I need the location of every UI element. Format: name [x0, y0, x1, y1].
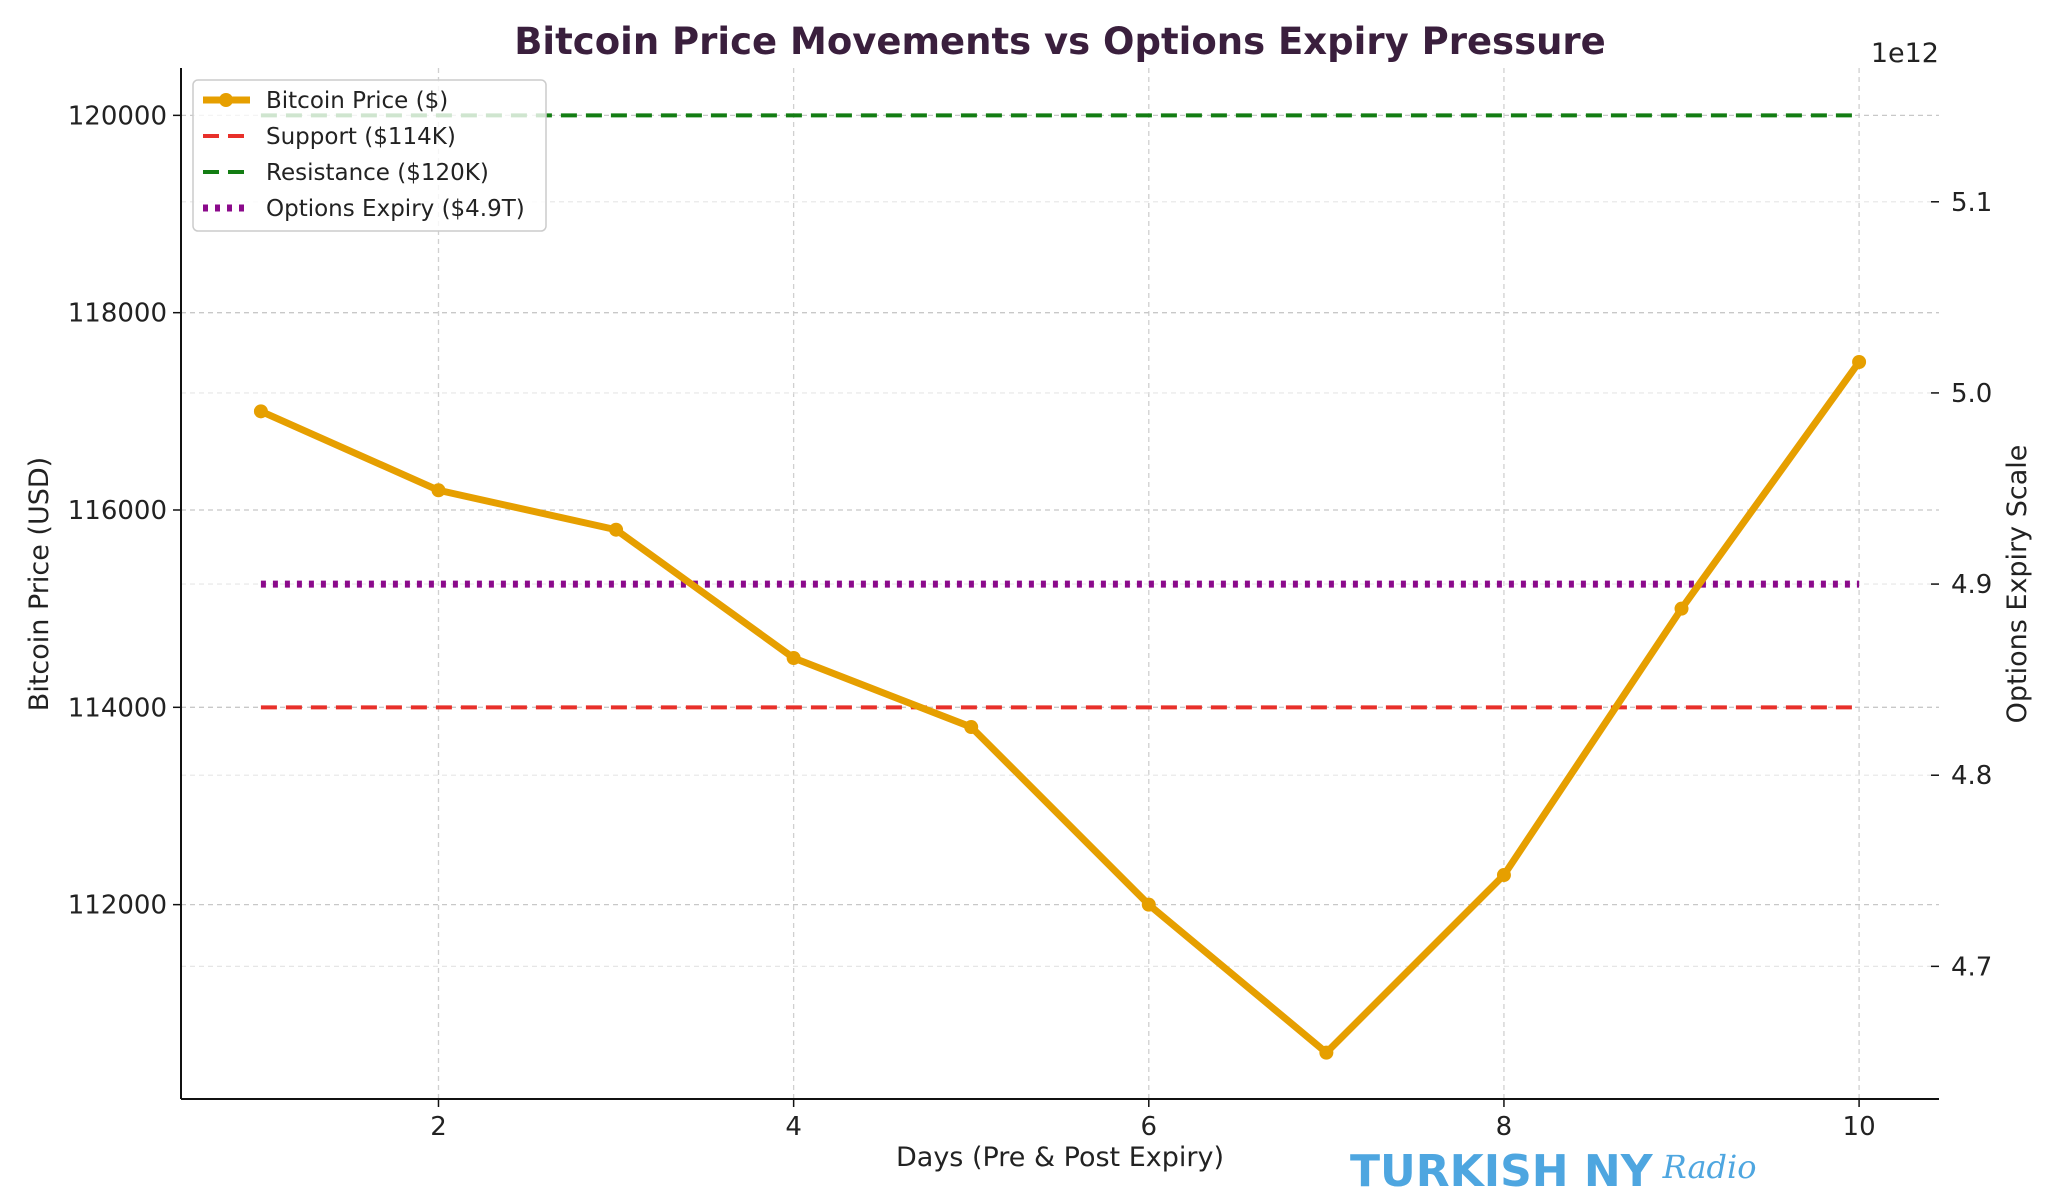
price-point — [1852, 355, 1867, 370]
y2-offset-label: 1e12 — [1871, 38, 1939, 69]
y2-axis-label: Options Expiry Scale — [2002, 445, 2033, 724]
y-tick-label: 116000 — [68, 496, 167, 526]
x-tick-label: 8 — [1496, 1112, 1513, 1142]
legend-label: Support ($114K) — [266, 124, 456, 150]
x-tick-label: 2 — [430, 1112, 447, 1142]
price-point — [431, 483, 446, 498]
y2-tick-label: 4.9 — [1951, 570, 1992, 600]
price-point — [609, 522, 624, 537]
y2-tick-label: 4.8 — [1951, 761, 1992, 791]
price-point — [1141, 897, 1156, 912]
price-point — [1496, 868, 1511, 883]
price-point — [964, 720, 979, 735]
legend-label: Resistance ($120K) — [266, 160, 489, 186]
y2-tick-label: 4.7 — [1951, 952, 1992, 982]
series-layer — [253, 113, 1867, 1060]
axes: 2 4 6 8 10 112000 114000 116000 118000 120000 4.7 4… — [68, 68, 1992, 1142]
price-point — [786, 650, 801, 665]
x-tick-label: 10 — [1843, 1112, 1876, 1142]
y2-tick-label: 5.0 — [1951, 379, 1992, 409]
x-tick-label: 6 — [1141, 1112, 1158, 1142]
legend-box — [192, 79, 547, 232]
y-tick-label: 118000 — [68, 299, 167, 329]
watermark-text: TURKISH NY — [1350, 1146, 1654, 1194]
legend-marker — [219, 93, 233, 107]
y2-tick-label: 5.1 — [1951, 188, 1992, 218]
legend-label: Options Expiry ($4.9T) — [266, 196, 525, 222]
x-axis-label: Days (Pre & Post Expiry) — [896, 1142, 1224, 1173]
watermark-logo: TURKISH NY Radio — [1350, 1146, 1757, 1194]
y-axis-label: Bitcoin Price (USD) — [24, 457, 55, 711]
x-tick-label: 4 — [785, 1112, 802, 1142]
price-point — [1674, 601, 1689, 616]
y-tick-label: 112000 — [68, 891, 167, 921]
watermark-script: Radio — [1662, 1148, 1757, 1186]
price-line — [259, 359, 1862, 1057]
price-point — [253, 404, 268, 419]
legend: Bitcoin Price ($) Support ($114K) Resistan… — [192, 79, 547, 232]
chart-title: Bitcoin Price Movements vs Options Expir… — [514, 20, 1606, 63]
legend-label: Bitcoin Price ($) — [266, 88, 448, 114]
y-tick-label: 120000 — [68, 101, 167, 131]
y-tick-label: 114000 — [68, 693, 167, 723]
price-point — [1319, 1045, 1334, 1060]
